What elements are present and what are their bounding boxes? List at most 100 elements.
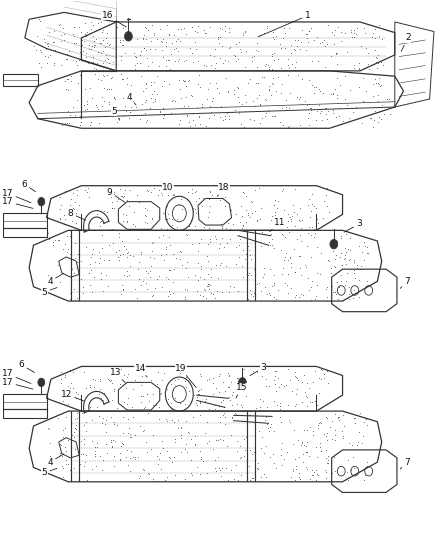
Point — [125, 424, 132, 433]
Point — [162, 61, 170, 70]
Point — [243, 264, 250, 273]
Point — [150, 87, 157, 95]
Point — [96, 217, 103, 226]
Point — [337, 276, 344, 285]
Point — [292, 399, 299, 408]
Point — [278, 219, 285, 227]
Point — [77, 257, 84, 265]
Point — [109, 111, 116, 120]
Point — [169, 278, 176, 286]
Point — [204, 280, 211, 288]
Point — [341, 244, 348, 252]
Point — [137, 248, 144, 256]
Point — [66, 383, 73, 392]
Point — [177, 248, 184, 256]
Point — [336, 80, 343, 89]
Point — [321, 454, 328, 462]
Point — [131, 453, 138, 461]
Point — [70, 464, 77, 472]
Point — [57, 278, 64, 287]
Point — [291, 63, 298, 71]
Point — [84, 28, 91, 37]
Point — [182, 417, 189, 425]
Point — [253, 215, 260, 224]
Point — [270, 293, 277, 302]
Point — [181, 77, 188, 85]
Point — [307, 253, 314, 262]
Point — [57, 205, 64, 213]
Point — [305, 474, 312, 483]
Point — [58, 72, 65, 81]
Point — [216, 466, 223, 475]
Point — [189, 413, 196, 421]
Point — [278, 461, 285, 470]
Point — [214, 33, 221, 42]
Point — [350, 414, 357, 423]
Point — [311, 295, 318, 304]
Point — [296, 45, 303, 54]
Point — [74, 249, 81, 258]
Point — [320, 370, 327, 378]
Point — [334, 295, 341, 303]
Point — [291, 45, 298, 54]
Point — [334, 99, 341, 107]
Point — [242, 392, 249, 401]
Point — [65, 86, 72, 95]
Point — [328, 106, 336, 115]
Point — [159, 444, 166, 453]
Point — [212, 235, 219, 243]
Point — [345, 114, 352, 122]
Text: 12: 12 — [60, 390, 84, 401]
Point — [155, 233, 162, 241]
Point — [262, 382, 269, 391]
Point — [144, 62, 151, 70]
Point — [269, 28, 276, 36]
Point — [83, 243, 90, 251]
Point — [162, 475, 169, 484]
Point — [91, 70, 98, 79]
Point — [206, 22, 213, 31]
Point — [147, 81, 154, 90]
Point — [163, 446, 170, 455]
Point — [286, 49, 293, 57]
Point — [196, 446, 203, 455]
Point — [200, 284, 207, 293]
Point — [185, 386, 192, 395]
Point — [146, 266, 153, 275]
Point — [146, 104, 153, 112]
Point — [312, 466, 319, 474]
Text: 11: 11 — [269, 219, 285, 232]
Point — [311, 367, 318, 375]
Point — [170, 453, 177, 462]
Point — [144, 285, 151, 293]
Point — [124, 370, 131, 378]
Point — [174, 56, 181, 65]
Point — [166, 266, 173, 274]
Point — [336, 104, 343, 112]
Point — [73, 258, 80, 266]
Point — [115, 229, 122, 237]
Text: 9: 9 — [106, 188, 124, 202]
Circle shape — [124, 31, 132, 41]
Point — [97, 49, 104, 57]
Point — [212, 79, 219, 87]
Point — [60, 220, 67, 228]
Point — [177, 448, 184, 456]
Point — [248, 449, 255, 458]
Point — [284, 400, 291, 409]
Point — [378, 101, 385, 109]
Point — [265, 84, 272, 93]
Point — [209, 374, 216, 382]
Point — [135, 275, 142, 284]
Point — [88, 465, 95, 474]
Point — [159, 191, 166, 200]
Point — [191, 120, 198, 129]
Point — [289, 466, 296, 475]
Text: 3: 3 — [250, 363, 265, 376]
Point — [269, 80, 276, 88]
Point — [194, 22, 201, 30]
Point — [271, 112, 278, 120]
Point — [253, 279, 260, 288]
Point — [151, 29, 158, 38]
Point — [61, 373, 68, 381]
